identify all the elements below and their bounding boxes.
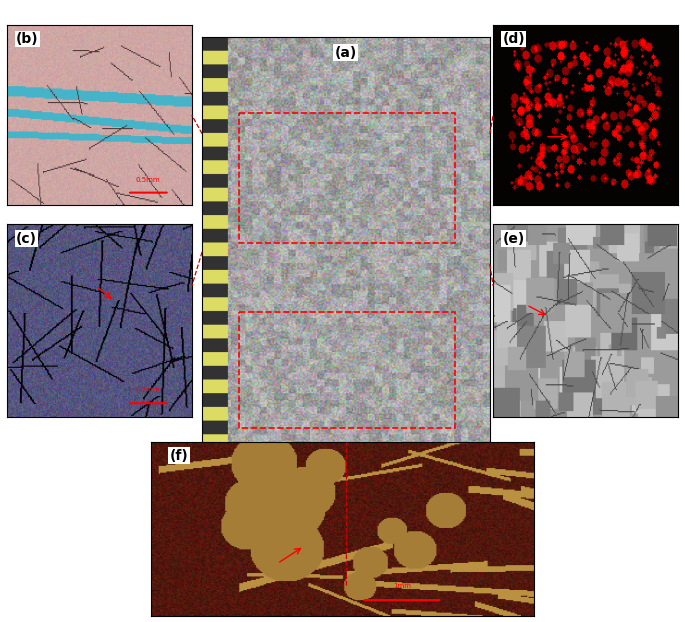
Text: (f): (f) — [170, 448, 188, 463]
Text: (e): (e) — [502, 231, 525, 246]
Bar — [239, 113, 455, 243]
Text: (a): (a) — [335, 45, 357, 60]
Text: 0.5mm: 0.5mm — [135, 177, 160, 183]
Text: 1mm: 1mm — [393, 583, 411, 589]
Text: 0.5mm: 0.5mm — [135, 387, 160, 392]
Text: (d): (d) — [502, 32, 525, 46]
Text: (b): (b) — [16, 32, 39, 46]
Text: (c): (c) — [16, 231, 37, 246]
Bar — [239, 312, 455, 428]
